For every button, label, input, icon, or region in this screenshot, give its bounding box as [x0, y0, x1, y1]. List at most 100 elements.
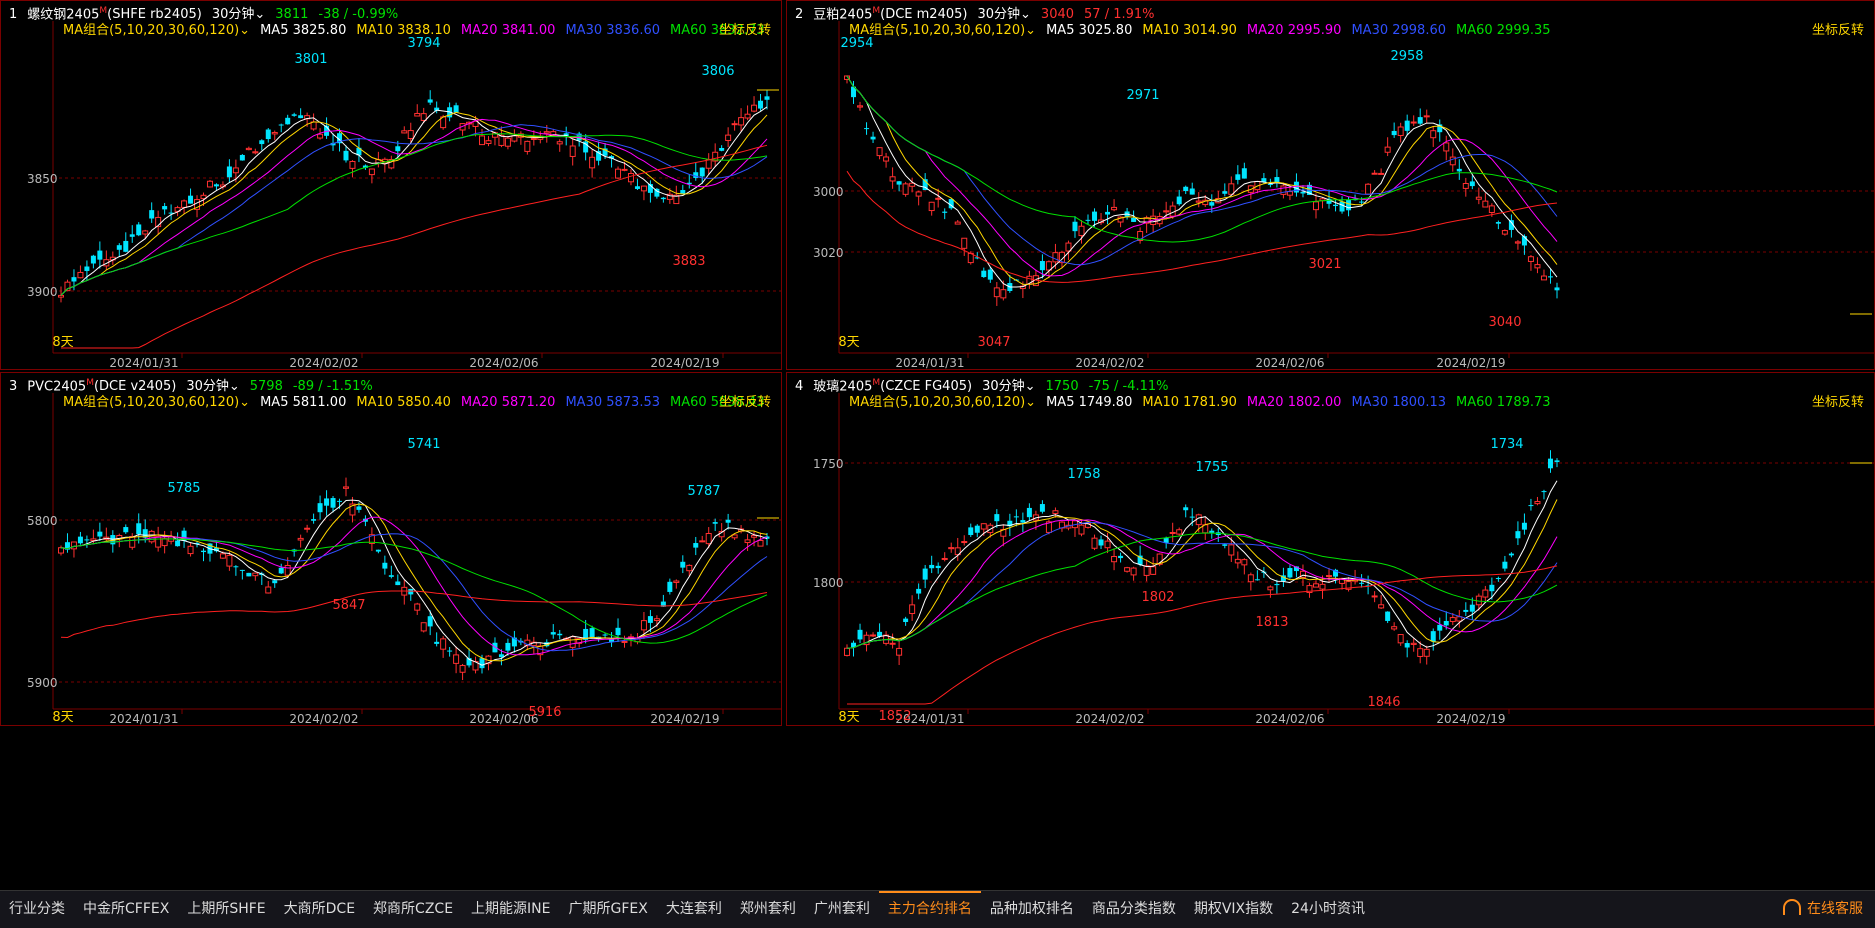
- bottom-tab-2[interactable]: 上期所SHFE: [187, 901, 266, 917]
- candle-body: [1540, 275, 1547, 281]
- chart-panel-pvc[interactable]: 3 PVC2405M(DCE v2405) 30分钟⌄ 5798 -89 / -1.51…: [0, 372, 782, 726]
- candle-body: [504, 137, 511, 147]
- candle-body: [1000, 289, 1007, 299]
- candle-body: [142, 529, 148, 538]
- bottom-tab-13[interactable]: 期权VIX指数: [1193, 901, 1274, 917]
- candle-body: [705, 532, 712, 545]
- candle-body: [1339, 201, 1345, 212]
- ma-combo-selector[interactable]: MA组合(5,10,20,30,60,120): [63, 23, 240, 38]
- bottom-tab-6[interactable]: 广期所GFEX: [568, 901, 648, 917]
- axis-flip-button[interactable]: 坐标反转: [1811, 395, 1864, 410]
- chart-panel-glass[interactable]: 4 玻璃2405M(CZCE FG405) 30分钟⌄ 1750 -75 / -4.11…: [786, 372, 1875, 726]
- candle-body: [226, 554, 233, 567]
- chart-panel-rebar[interactable]: 1 螺纹钢2405M(SHFE rb2405) 30分钟⌄ 3811 -38 / -0.…: [0, 0, 782, 370]
- candle-body: [844, 647, 850, 656]
- candle-body: [71, 277, 77, 282]
- candle-body: [1228, 183, 1235, 195]
- x-tick-label: 2024/02/02: [1075, 712, 1144, 726]
- kline-chart[interactable]: 3850 3900 2024/01/31 2024/02/02 2024/02/06 20…: [1, 1, 782, 370]
- axis-flip-button[interactable]: 坐标反转: [1811, 23, 1864, 38]
- candle-body: [1228, 544, 1235, 556]
- candle-body: [699, 540, 706, 543]
- candle-body: [1091, 537, 1098, 549]
- ma-combo-selector[interactable]: MA组合(5,10,20,30,60,120): [63, 395, 240, 410]
- candle-body: [751, 534, 758, 538]
- candle-body: [479, 135, 486, 146]
- candle-body: [738, 117, 745, 126]
- price-annotation: 5916: [528, 705, 561, 720]
- bottom-tab-14[interactable]: 24小时资讯: [1291, 901, 1365, 917]
- days-label: 8天: [838, 335, 859, 350]
- price-annotation: 2958: [1390, 49, 1423, 64]
- chevron-down-icon[interactable]: ⌄: [228, 379, 240, 395]
- candle-body: [1234, 558, 1241, 564]
- candle-body: [401, 130, 408, 134]
- period-selector[interactable]: 30分钟: [977, 7, 1021, 23]
- x-tick-label: 2024/02/02: [289, 356, 358, 370]
- candle-body: [1286, 191, 1293, 196]
- bottom-tab-8[interactable]: 郑州套利: [739, 901, 796, 917]
- candle-body: [155, 216, 162, 228]
- candle-body: [1300, 191, 1306, 194]
- chevron-down-icon[interactable]: ⌄: [254, 7, 266, 23]
- bottom-tab-4[interactable]: 郑商所CZCE: [373, 901, 454, 917]
- bottom-tab-9[interactable]: 广州套利: [813, 901, 870, 917]
- candle-body: [1489, 584, 1495, 592]
- candle-body: [896, 181, 902, 185]
- chevron-down-icon[interactable]: ⌄: [239, 23, 251, 38]
- candle-body: [1058, 251, 1065, 264]
- candle-body: [284, 564, 291, 576]
- kline-chart[interactable]: 3000 3020 2024/01/31 2024/02/02 2024/02/06 20…: [787, 1, 1875, 370]
- contract-name[interactable]: 豆粕2405: [813, 7, 873, 23]
- bottom-tab-10[interactable]: 主力合约排名: [878, 891, 981, 926]
- candle-body: [440, 638, 447, 650]
- bottom-tab-0[interactable]: 行业分类: [9, 901, 65, 917]
- contract-name[interactable]: PVC2405: [27, 379, 87, 395]
- bottom-tab-11[interactable]: 品种加权排名: [989, 901, 1074, 917]
- online-service-button[interactable]: 在线客服: [1783, 891, 1863, 928]
- contract-name[interactable]: 玻璃2405: [813, 379, 873, 395]
- candle-body: [181, 200, 188, 208]
- candle-body: [291, 114, 297, 116]
- price-change: -89 / -1.51%: [292, 379, 373, 395]
- candle-body: [1267, 183, 1273, 185]
- candle-body: [356, 506, 362, 510]
- y-tick-label: 1750: [813, 457, 844, 471]
- candle-body: [1045, 261, 1052, 271]
- ma-combo-selector[interactable]: MA组合(5,10,20,30,60,120): [849, 395, 1026, 410]
- ma-combo-selector[interactable]: MA组合(5,10,20,30,60,120): [849, 23, 1026, 38]
- axis-flip-button[interactable]: 坐标反转: [718, 395, 771, 410]
- chevron-down-icon[interactable]: ⌄: [239, 395, 251, 410]
- chevron-down-icon[interactable]: ⌄: [1024, 379, 1036, 395]
- kline-chart[interactable]: 5800 5900 2024/01/31 2024/02/02 2024/02/06 20…: [1, 373, 782, 726]
- candle-body: [1541, 491, 1547, 493]
- chevron-down-icon[interactable]: ⌄: [1020, 7, 1031, 23]
- bottom-tab-5[interactable]: 上期能源INE: [471, 901, 551, 917]
- price-annotation: 1846: [1367, 695, 1400, 710]
- x-tick-label: 2024/01/31: [109, 712, 178, 726]
- contract-name[interactable]: 螺纹钢2405: [27, 7, 100, 23]
- candle-body: [863, 634, 870, 646]
- bottom-tab-7[interactable]: 大连套利: [665, 901, 722, 917]
- candle-body: [200, 550, 206, 553]
- period-selector[interactable]: 30分钟: [211, 7, 255, 23]
- axis-flip-button[interactable]: 坐标反转: [718, 23, 771, 38]
- candle-body: [1417, 117, 1423, 124]
- chevron-down-icon[interactable]: ⌄: [1025, 23, 1037, 38]
- candle-body: [889, 176, 896, 182]
- period-selector[interactable]: 30分钟: [186, 379, 229, 395]
- chevron-down-icon[interactable]: ⌄: [1025, 395, 1037, 410]
- ma-value-4: MA60 3832.73: [670, 23, 765, 38]
- price-annotation: 3883: [672, 254, 705, 269]
- bottom-tab-12[interactable]: 商品分类指数: [1091, 901, 1176, 917]
- bottom-tab-1[interactable]: 中金所CFFEX: [83, 901, 170, 917]
- candle-body: [1222, 544, 1228, 546]
- kline-chart[interactable]: 1750 1800 2024/01/31 2024/02/02 2024/02/06 20…: [787, 373, 1875, 726]
- bottom-tab-3[interactable]: 大商所DCE: [283, 901, 356, 917]
- candle-body: [1261, 178, 1267, 183]
- candle-body: [1423, 115, 1430, 118]
- headset-icon: [1783, 899, 1801, 915]
- chart-panel-soymeal[interactable]: 2 豆粕2405M(DCE m2405) 30分钟⌄ 3040 57 / 1.91% MA…: [786, 0, 1875, 370]
- candle-body: [596, 151, 602, 161]
- period-selector[interactable]: 30分钟: [982, 379, 1025, 395]
